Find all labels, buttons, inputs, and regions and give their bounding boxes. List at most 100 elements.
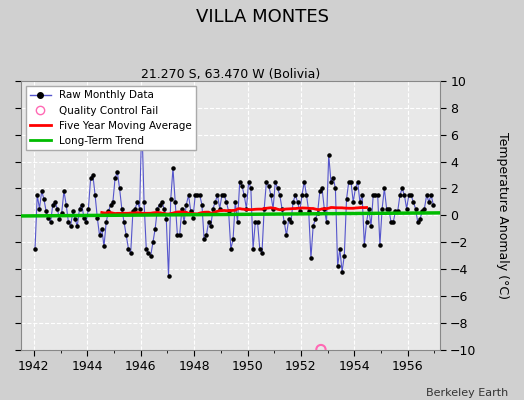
Point: [256, 246, 264, 252]
Point: [416, 216, 424, 222]
Point: [193, 192, 202, 198]
Point: [238, 182, 246, 189]
Point: [227, 246, 235, 252]
Point: [349, 199, 357, 205]
Point: [327, 178, 335, 185]
Point: [380, 185, 389, 192]
Point: [97, 226, 106, 232]
Point: [369, 192, 377, 198]
Point: [324, 152, 333, 158]
Y-axis label: Temperature Anomaly (°C): Temperature Anomaly (°C): [496, 132, 509, 299]
Point: [187, 208, 195, 214]
Point: [296, 208, 304, 214]
Point: [338, 268, 346, 275]
Legend: Raw Monthly Data, Quality Control Fail, Five Year Moving Average, Long-Term Tren: Raw Monthly Data, Quality Control Fail, …: [26, 86, 196, 150]
Point: [173, 232, 182, 239]
Point: [144, 250, 152, 256]
Point: [31, 246, 39, 252]
Point: [354, 178, 362, 185]
Point: [38, 188, 46, 194]
Point: [300, 178, 309, 185]
Point: [318, 185, 326, 192]
Point: [351, 185, 359, 192]
Point: [206, 223, 215, 229]
Point: [429, 201, 438, 208]
Point: [342, 196, 351, 202]
Point: [398, 185, 406, 192]
Point: [102, 219, 111, 225]
Point: [293, 199, 302, 205]
Point: [56, 216, 64, 222]
Point: [391, 208, 400, 214]
Point: [274, 185, 282, 192]
Point: [178, 205, 186, 212]
Point: [202, 232, 211, 239]
Point: [336, 246, 344, 252]
Point: [89, 172, 97, 178]
Point: [133, 199, 141, 205]
Point: [276, 192, 284, 198]
Point: [40, 196, 48, 202]
Point: [233, 219, 242, 225]
Point: [153, 205, 161, 212]
Point: [204, 219, 213, 225]
Point: [358, 192, 366, 198]
Point: [169, 165, 177, 172]
Point: [149, 239, 157, 245]
Point: [309, 223, 318, 229]
Point: [280, 219, 288, 225]
Point: [249, 246, 257, 252]
Point: [262, 178, 270, 185]
Point: [298, 192, 306, 198]
Point: [265, 182, 273, 189]
Point: [360, 242, 368, 248]
Point: [117, 205, 126, 212]
Point: [313, 210, 322, 216]
Point: [108, 199, 117, 205]
Point: [278, 205, 286, 212]
Point: [418, 208, 427, 214]
Point: [62, 201, 70, 208]
Text: Berkeley Earth: Berkeley Earth: [426, 388, 508, 398]
Point: [211, 199, 220, 205]
Point: [320, 205, 329, 212]
Point: [180, 219, 188, 225]
Point: [106, 201, 115, 208]
Point: [124, 246, 133, 252]
Point: [129, 208, 137, 214]
Point: [151, 226, 159, 232]
Point: [200, 236, 209, 243]
Point: [156, 201, 164, 208]
Point: [35, 205, 43, 212]
Point: [135, 205, 144, 212]
Point: [84, 205, 93, 212]
Point: [242, 205, 250, 212]
Point: [142, 246, 150, 252]
Point: [385, 205, 393, 212]
Point: [104, 208, 113, 214]
Point: [347, 178, 355, 185]
Point: [176, 232, 184, 239]
Point: [383, 205, 391, 212]
Point: [311, 216, 320, 222]
Point: [402, 205, 411, 212]
Point: [247, 185, 255, 192]
Point: [285, 216, 293, 222]
Point: [78, 201, 86, 208]
Point: [73, 223, 82, 229]
Point: [86, 174, 95, 181]
Point: [182, 201, 191, 208]
Point: [329, 174, 337, 181]
Title: 21.270 S, 63.470 W (Bolivia): 21.270 S, 63.470 W (Bolivia): [140, 68, 320, 81]
Point: [240, 192, 248, 198]
Point: [215, 205, 224, 212]
Point: [42, 208, 50, 214]
Point: [322, 219, 331, 225]
Point: [91, 192, 99, 198]
Point: [93, 215, 102, 221]
Point: [222, 199, 231, 205]
Point: [271, 178, 279, 185]
Point: [82, 219, 90, 225]
Point: [162, 216, 170, 222]
Point: [122, 232, 130, 239]
